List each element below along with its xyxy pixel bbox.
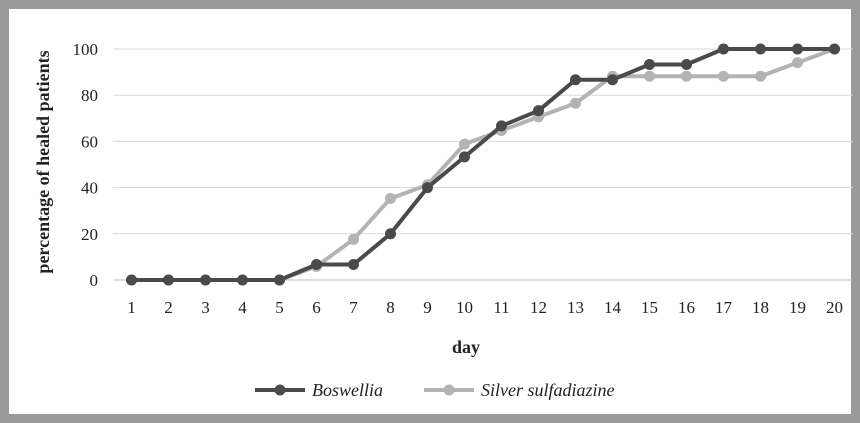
data-point-boswellia [829, 43, 840, 55]
data-point-silver-sulfadiazine [570, 97, 581, 109]
data-point-silver-sulfadiazine [459, 138, 470, 150]
y-tick-label: 100 [73, 40, 99, 59]
data-point-silver-sulfadiazine [348, 233, 359, 245]
x-tick-label: 11 [493, 298, 509, 317]
series-boswellia [126, 43, 840, 286]
data-point-boswellia [570, 74, 581, 86]
x-tick-label: 9 [423, 298, 432, 317]
data-point-boswellia [422, 182, 433, 194]
x-tick-label: 14 [604, 298, 622, 317]
x-tick-label: 2 [164, 298, 173, 317]
y-tick-label: 80 [81, 86, 98, 105]
data-point-silver-sulfadiazine [385, 192, 396, 204]
legend-label-boswellia: Boswellia [312, 380, 383, 400]
x-axis-title: day [452, 337, 480, 357]
data-point-boswellia [385, 228, 396, 240]
x-tick-label: 1 [127, 298, 136, 317]
data-point-boswellia [755, 43, 766, 55]
y-tick-labels: 0 20 40 60 80 100 [73, 40, 99, 290]
y-axis-title: percentage of healed patients [33, 50, 53, 273]
data-point-boswellia [607, 74, 618, 86]
data-point-boswellia [274, 274, 285, 286]
x-tick-label: 15 [641, 298, 658, 317]
data-point-boswellia [496, 120, 507, 132]
data-point-silver-sulfadiazine [644, 70, 655, 82]
x-tick-label: 6 [312, 298, 321, 317]
data-point-silver-sulfadiazine [755, 70, 766, 82]
x-tick-label: 4 [238, 298, 247, 317]
data-point-silver-sulfadiazine [718, 70, 729, 82]
legend-marker-silver-sulfadiazine [443, 384, 455, 396]
x-tick-label: 18 [752, 298, 769, 317]
y-tick-label: 0 [90, 271, 99, 290]
x-tick-label: 20 [826, 298, 843, 317]
data-point-boswellia [163, 274, 174, 286]
gridlines [113, 48, 853, 281]
series-lines [126, 43, 840, 286]
x-tick-label: 13 [567, 298, 584, 317]
data-point-boswellia [644, 58, 655, 70]
x-tick-label: 16 [678, 298, 695, 317]
data-point-boswellia [311, 259, 322, 271]
y-tick-label: 20 [81, 225, 98, 244]
x-tick-labels: 1 2 3 4 5 6 7 8 9 10 11 12 13 14 15 16 17 18 19 20 [127, 298, 843, 317]
legend: Boswellia Silver sulfadiazine [255, 380, 615, 400]
series-line-boswellia [131, 47, 835, 282]
x-tick-label: 17 [715, 298, 733, 317]
legend-label-silver-sulfadiazine: Silver sulfadiazine [481, 380, 615, 400]
legend-marker-boswellia [274, 384, 286, 396]
x-tick-label: 12 [530, 298, 547, 317]
data-point-boswellia [459, 151, 470, 163]
series-silver-sulfadiazine [126, 43, 840, 286]
data-point-silver-sulfadiazine [792, 57, 803, 69]
data-point-boswellia [237, 274, 248, 286]
x-tick-label: 3 [201, 298, 210, 317]
x-tick-label: 5 [275, 298, 284, 317]
data-point-boswellia [200, 274, 211, 286]
data-point-boswellia [681, 58, 692, 70]
x-tick-label: 19 [789, 298, 806, 317]
x-tick-label: 10 [456, 298, 473, 317]
data-point-boswellia [792, 43, 803, 55]
y-tick-label: 40 [81, 179, 98, 198]
data-point-boswellia [348, 259, 359, 271]
data-point-silver-sulfadiazine [681, 70, 692, 82]
data-point-boswellia [533, 105, 544, 117]
series-line-silver-sulfadiazine [131, 47, 836, 282]
y-tick-label: 60 [81, 132, 98, 151]
data-point-boswellia [126, 274, 137, 286]
data-point-boswellia [718, 43, 729, 55]
x-tick-label: 8 [386, 298, 395, 317]
x-tick-label: 7 [349, 298, 358, 317]
